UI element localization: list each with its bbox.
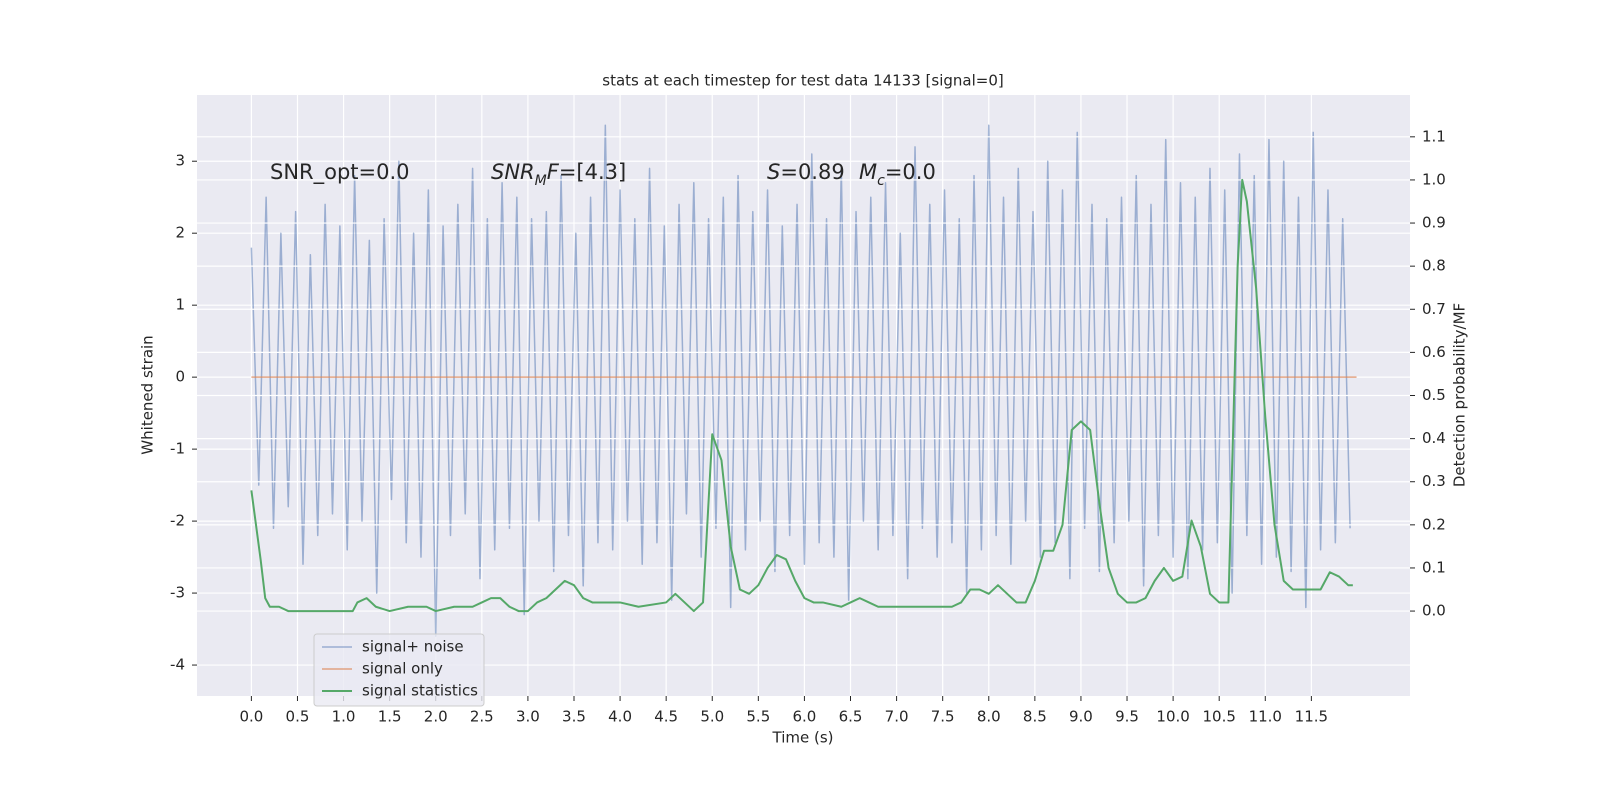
annotation-part: c: [877, 173, 885, 189]
y2-tick-label: 0.7: [1422, 300, 1446, 318]
y2-tick-label: 0.2: [1422, 515, 1446, 533]
y2-tick-label: 0.5: [1422, 386, 1446, 404]
y-axis-label: Whitened strain: [139, 335, 157, 454]
y-tick-label: -3: [170, 584, 185, 602]
x-tick-label: 11.0: [1249, 708, 1282, 726]
x-tick-label: 4.5: [654, 708, 678, 726]
annotation-part: M: [535, 173, 547, 189]
annotation: SNRMF=[4.3]: [491, 160, 626, 189]
y2-tick-label: 0.9: [1422, 214, 1446, 232]
y2-tick-label: 0.0: [1422, 602, 1446, 620]
left-series: [250, 124, 1357, 638]
x-tick-label: 2.0: [424, 708, 448, 726]
x-tick-label: 0.5: [286, 708, 310, 726]
y2-tick-label: 0.1: [1422, 558, 1446, 576]
series-line: [250, 124, 1351, 638]
y-tick-label: 1: [175, 296, 185, 314]
annotation-part: S: [767, 160, 780, 184]
x-tick-label: 10.0: [1156, 708, 1189, 726]
y-tick-label: 2: [175, 224, 185, 242]
legend-label: signal+ noise: [362, 638, 464, 656]
annotation-part: SNR_opt=0.0: [270, 160, 410, 185]
y2-tick-label: 0.3: [1422, 472, 1446, 490]
grid-right: [197, 136, 1410, 612]
y-tick-label: -4: [170, 656, 185, 674]
x-tick-label: 6.5: [839, 708, 863, 726]
x-tick-label: 7.5: [931, 708, 955, 726]
x-tick-label: 9.5: [1115, 708, 1139, 726]
annotation-part: =[4.3]: [559, 160, 626, 184]
x-tick-label: 3.5: [562, 708, 586, 726]
y2-tick-label: 0.8: [1422, 257, 1446, 275]
x-tick-label: 5.0: [700, 708, 724, 726]
annotation-part: =0.89: [780, 160, 844, 184]
x-tick-label: 10.5: [1202, 708, 1235, 726]
y2-tick-label: 0.4: [1422, 429, 1446, 447]
x-tick-label: 8.0: [977, 708, 1001, 726]
y2-tick-label: 1.1: [1422, 127, 1446, 145]
x-tick-label: 4.0: [608, 708, 632, 726]
legend-box: [313, 633, 485, 707]
y2-tick-label: 0.6: [1422, 343, 1446, 361]
x-tick-label: 1.0: [332, 708, 356, 726]
x-tick-label: 6.0: [792, 708, 816, 726]
right-series: [250, 178, 1353, 613]
y-tick-label: 3: [175, 152, 185, 170]
labels: 0.0 0.5 1.0 1.5 2.0 2.5 3.0 3.5 4.0 4.5 5.0 5.5 6.0 6…: [170, 127, 1446, 725]
chart-title: stats at each timestep for test data 141…: [602, 72, 1003, 90]
x-tick-label: 1.5: [378, 708, 402, 726]
series-line: [250, 178, 1353, 613]
annotation-part: M: [859, 160, 877, 184]
annotation: S=0.89: [767, 160, 845, 184]
y-tick-label: 0: [175, 368, 185, 386]
legend-label: signal only: [362, 660, 443, 678]
y-tick-label: -1: [170, 440, 185, 458]
x-tick-label: 5.5: [746, 708, 770, 726]
y-tick-label: -2: [170, 512, 185, 530]
y2-tick-label: 1.0: [1422, 170, 1446, 188]
x-tick-label: 11.5: [1295, 708, 1328, 726]
legend-label: signal statistics: [362, 682, 478, 700]
annotation: Mc=0.0: [859, 160, 936, 189]
annotation: SNR_opt=0.0: [270, 160, 410, 185]
x-tick-label: 9.0: [1069, 708, 1093, 726]
annotation-part: SNR: [491, 160, 535, 184]
annotation-part: =0.0: [885, 160, 936, 184]
x-tick-label: 3.0: [516, 708, 540, 726]
x-tick-label: 8.5: [1023, 708, 1047, 726]
x-tick-label: 2.5: [470, 708, 494, 726]
x-axis-label: Time (s): [772, 729, 834, 747]
annotation-part: F: [547, 160, 560, 184]
x-tick-label: 7.0: [885, 708, 909, 726]
x-tick-label: 0.0: [239, 708, 263, 726]
y2-axis-label: Detection probability/MF: [1451, 303, 1469, 487]
